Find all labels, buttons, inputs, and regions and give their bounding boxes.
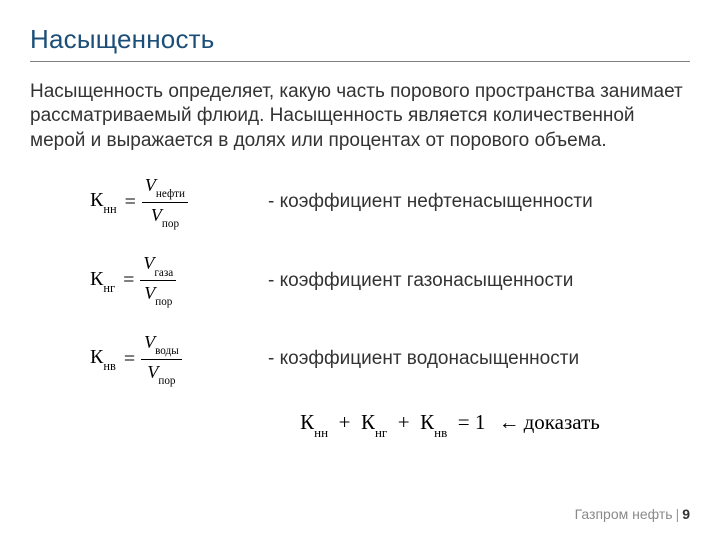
formula-row: Кнн = Vнефти Vпор - коэффициент нефтенас…: [30, 175, 690, 230]
page-title: Насыщенность: [30, 24, 690, 55]
formula-desc: - коэффициент водонасыщенности: [268, 348, 579, 370]
formula-gas: Кнг = Vгаза Vпор: [90, 253, 230, 308]
formula-desc: - коэффициент нефтенасыщенности: [268, 191, 593, 213]
footer: Газпром нефть|9: [575, 506, 690, 522]
formula-row: Кнв = Vводы Vпор - коэффициент водонасыщ…: [30, 332, 690, 387]
body-paragraph: Насыщенность определяет, какую часть пор…: [30, 80, 690, 153]
formula-desc: - коэффициент газонасыщенности: [268, 270, 573, 292]
formula-oil: Кнн = Vнефти Vпор: [90, 175, 230, 230]
title-rule: [30, 61, 690, 62]
formula-row: Кнг = Vгаза Vпор - коэффициент газонасыщ…: [30, 253, 690, 308]
arrow-left-icon: ←: [499, 410, 520, 434]
slide-page: Насыщенность Насыщенность определяет, ка…: [0, 0, 720, 540]
formula-water: Кнв = Vводы Vпор: [90, 332, 230, 387]
footer-company: Газпром нефть: [575, 506, 673, 522]
footer-page-number: 9: [682, 506, 690, 522]
formula-sum: Кнн + Кнг + Кнв = 1 ←доказать: [30, 410, 690, 438]
